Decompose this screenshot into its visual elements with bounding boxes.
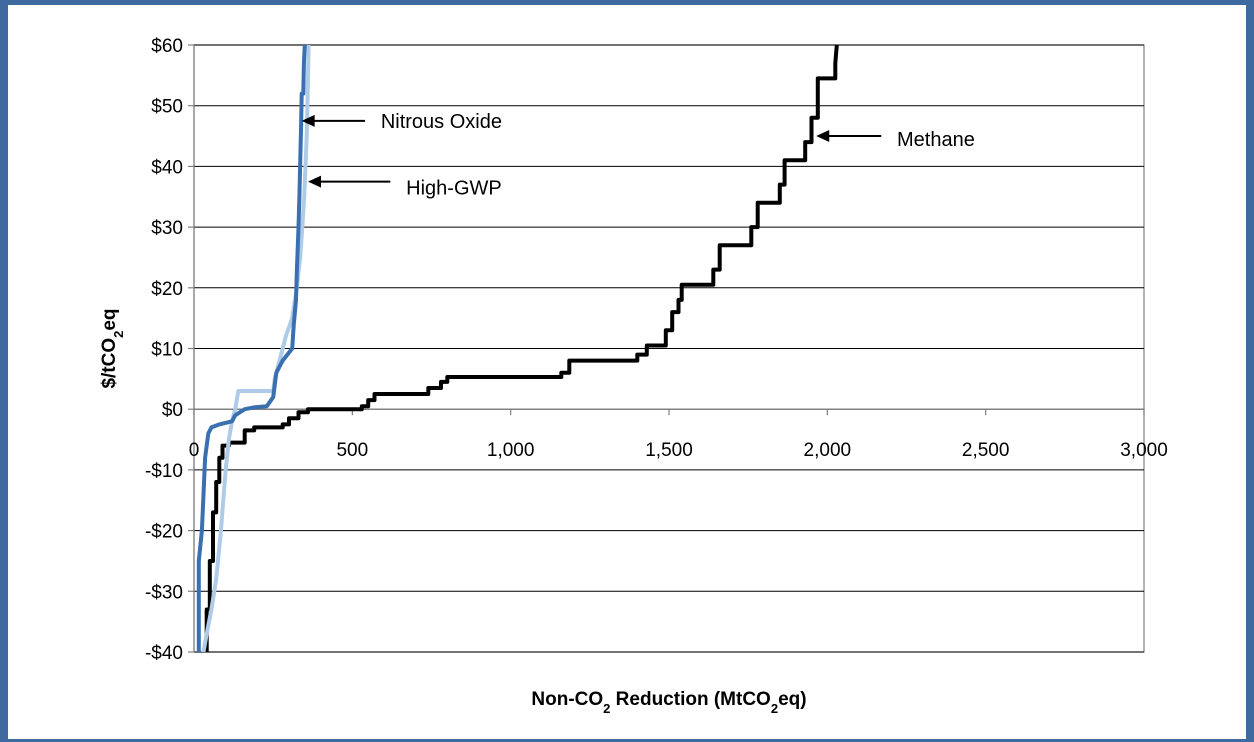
- y-tick-label: -$40: [145, 643, 183, 664]
- y-tick-label: $50: [151, 97, 183, 118]
- y-tick-label: $10: [151, 340, 183, 361]
- y-axis-title: $/tCO2eq: [99, 308, 126, 388]
- x-tick-label: 500: [336, 440, 368, 461]
- x-tick-label: 0: [189, 440, 200, 461]
- annotation-arrow-head-2: [816, 130, 830, 143]
- y-tick-label: $40: [151, 157, 183, 178]
- y-tick-label: -$30: [145, 582, 183, 603]
- y-tick-label: $30: [151, 218, 183, 239]
- y-tick-label: $20: [151, 279, 183, 300]
- annotation-arrow-head-1: [308, 175, 321, 188]
- annotations: Nitrous Oxide High-GWP Methane: [301, 111, 975, 200]
- annotation-label-1: High-GWP: [406, 178, 502, 200]
- x-tick-label: 2,500: [962, 440, 1010, 461]
- y-tick-label: $0: [162, 400, 183, 421]
- series-line-2: [196, 45, 307, 652]
- annotation-label-0: Nitrous Oxide: [381, 111, 502, 133]
- annotation-label-2: Methane: [897, 129, 975, 151]
- x-tick-label: 1,000: [487, 440, 535, 461]
- x-tick-labels: 0 500 1,000 1,500 2,000 2,500 3,000: [189, 440, 1168, 461]
- annotation-arrow-head-0: [301, 114, 315, 127]
- y-tick-label: -$10: [145, 461, 183, 482]
- y-tick-label: $60: [151, 36, 183, 57]
- x-tick-label: 3,000: [1120, 440, 1168, 461]
- x-tick-label: 2,000: [804, 440, 852, 461]
- y-tick-labels: -$40 -$30 -$20 -$10 $0 $10 $20 $30 $40 $50 $60: [145, 36, 183, 664]
- x-tick-label: 1,500: [645, 440, 693, 461]
- y-tick-label: -$20: [145, 522, 183, 543]
- x-axis-title: Non-CO2 Reduction (MtCO2eq): [531, 689, 806, 716]
- series-lines: [196, 45, 839, 652]
